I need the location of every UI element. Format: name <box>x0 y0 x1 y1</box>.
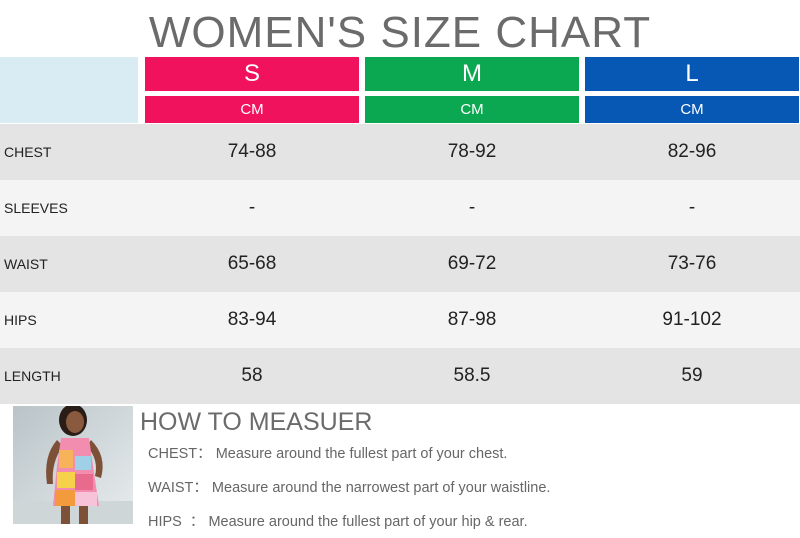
measure-item-waist: WAIST： Measure around the narrowest part… <box>148 478 550 498</box>
table-row-chest: CHEST 74-88 78-92 82-96 <box>0 124 800 180</box>
measure-key: CHEST： <box>148 446 212 462</box>
size-header-m: M <box>365 57 579 91</box>
table-row-waist: WAIST 65-68 69-72 73-76 <box>0 236 800 292</box>
row-label: HIPS <box>4 312 37 328</box>
cell-value: 73-76 <box>667 253 717 274</box>
unit-header-l: CM <box>585 96 799 123</box>
row-label: SLEEVES <box>4 200 68 216</box>
cell-value: 59 <box>681 365 703 386</box>
row-label: LENGTH <box>4 368 61 384</box>
size-header-s: S <box>145 57 359 91</box>
cell-value: 91-102 <box>662 309 722 330</box>
table-row-length: LENGTH 58 58.5 59 <box>0 348 800 404</box>
cell-value: 69-72 <box>447 253 497 274</box>
cell-value: 82-96 <box>667 141 717 162</box>
measure-text: Measure around the fullest part of your … <box>208 514 528 530</box>
measure-text: Measure around the narrowest part of you… <box>211 480 551 496</box>
cell-value: 83-94 <box>227 309 277 330</box>
measure-key: WAIST： <box>148 480 208 496</box>
cell-value: 65-68 <box>227 253 277 274</box>
page-title: WOMEN'S SIZE CHART <box>148 8 652 57</box>
model-photo <box>13 406 133 524</box>
cell-value: 58.5 <box>453 365 491 386</box>
cell-value: 58 <box>241 365 263 386</box>
measure-item-hips: HIPS ： Measure around the fullest part o… <box>148 512 528 532</box>
table-row-sleeves: SLEEVES - - - <box>0 180 800 236</box>
cell-value: 78-92 <box>447 141 497 162</box>
table-corner-cell <box>0 57 138 123</box>
cell-value: - <box>468 197 476 218</box>
cell-value: 74-88 <box>227 141 277 162</box>
cell-value: - <box>688 197 696 218</box>
unit-header-s: CM <box>145 96 359 123</box>
size-header-l: L <box>585 57 799 91</box>
table-row-hips: HIPS 83-94 87-98 91-102 <box>0 292 800 348</box>
row-label: WAIST <box>4 256 48 272</box>
measure-text: Measure around the fullest part of your … <box>215 446 508 462</box>
cell-value: 87-98 <box>447 309 497 330</box>
cell-value: - <box>248 197 256 218</box>
unit-header-m: CM <box>365 96 579 123</box>
row-label: CHEST <box>4 144 52 160</box>
measure-key: HIPS ： <box>148 514 205 530</box>
measure-item-chest: CHEST： Measure around the fullest part o… <box>148 444 507 464</box>
how-to-measure-heading: HOW TO MEASUER <box>140 408 373 436</box>
